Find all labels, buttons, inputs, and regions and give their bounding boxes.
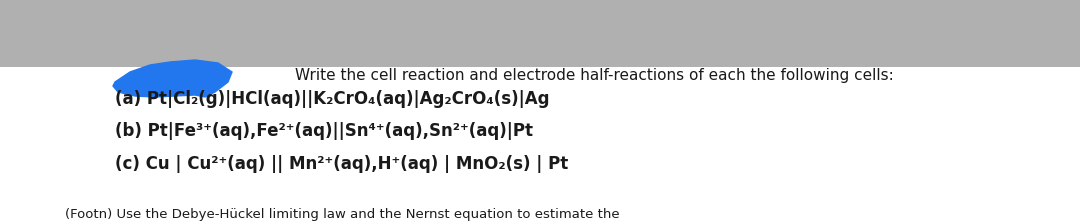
Text: Write the cell reaction and electrode half-reactions of each the following cells: Write the cell reaction and electrode ha… bbox=[295, 68, 894, 83]
Text: (b) Pt|Fe³⁺(aq),Fe²⁺(aq)||Sn⁴⁺(aq),Sn²⁺(aq)|Pt: (b) Pt|Fe³⁺(aq),Fe²⁺(aq)||Sn⁴⁺(aq),Sn²⁺(… bbox=[114, 122, 534, 140]
Text: (c) Cu | Cu²⁺(aq) || Mn²⁺(aq),H⁺(aq) | MnO₂(s) | Pt: (c) Cu | Cu²⁺(aq) || Mn²⁺(aq),H⁺(aq) | M… bbox=[114, 155, 568, 173]
Text: (Footn) Use the Debye-Hückel limiting law and the Nernst equation to estimate th: (Footn) Use the Debye-Hückel limiting la… bbox=[65, 208, 620, 221]
Bar bbox=[0, 0, 1080, 67]
Text: (a) Pt|Cl₂(g)|HCl(aq)||K₂CrO₄(aq)|Ag₂CrO₄(s)|Ag: (a) Pt|Cl₂(g)|HCl(aq)||K₂CrO₄(aq)|Ag₂CrO… bbox=[114, 90, 550, 108]
Polygon shape bbox=[113, 60, 232, 97]
